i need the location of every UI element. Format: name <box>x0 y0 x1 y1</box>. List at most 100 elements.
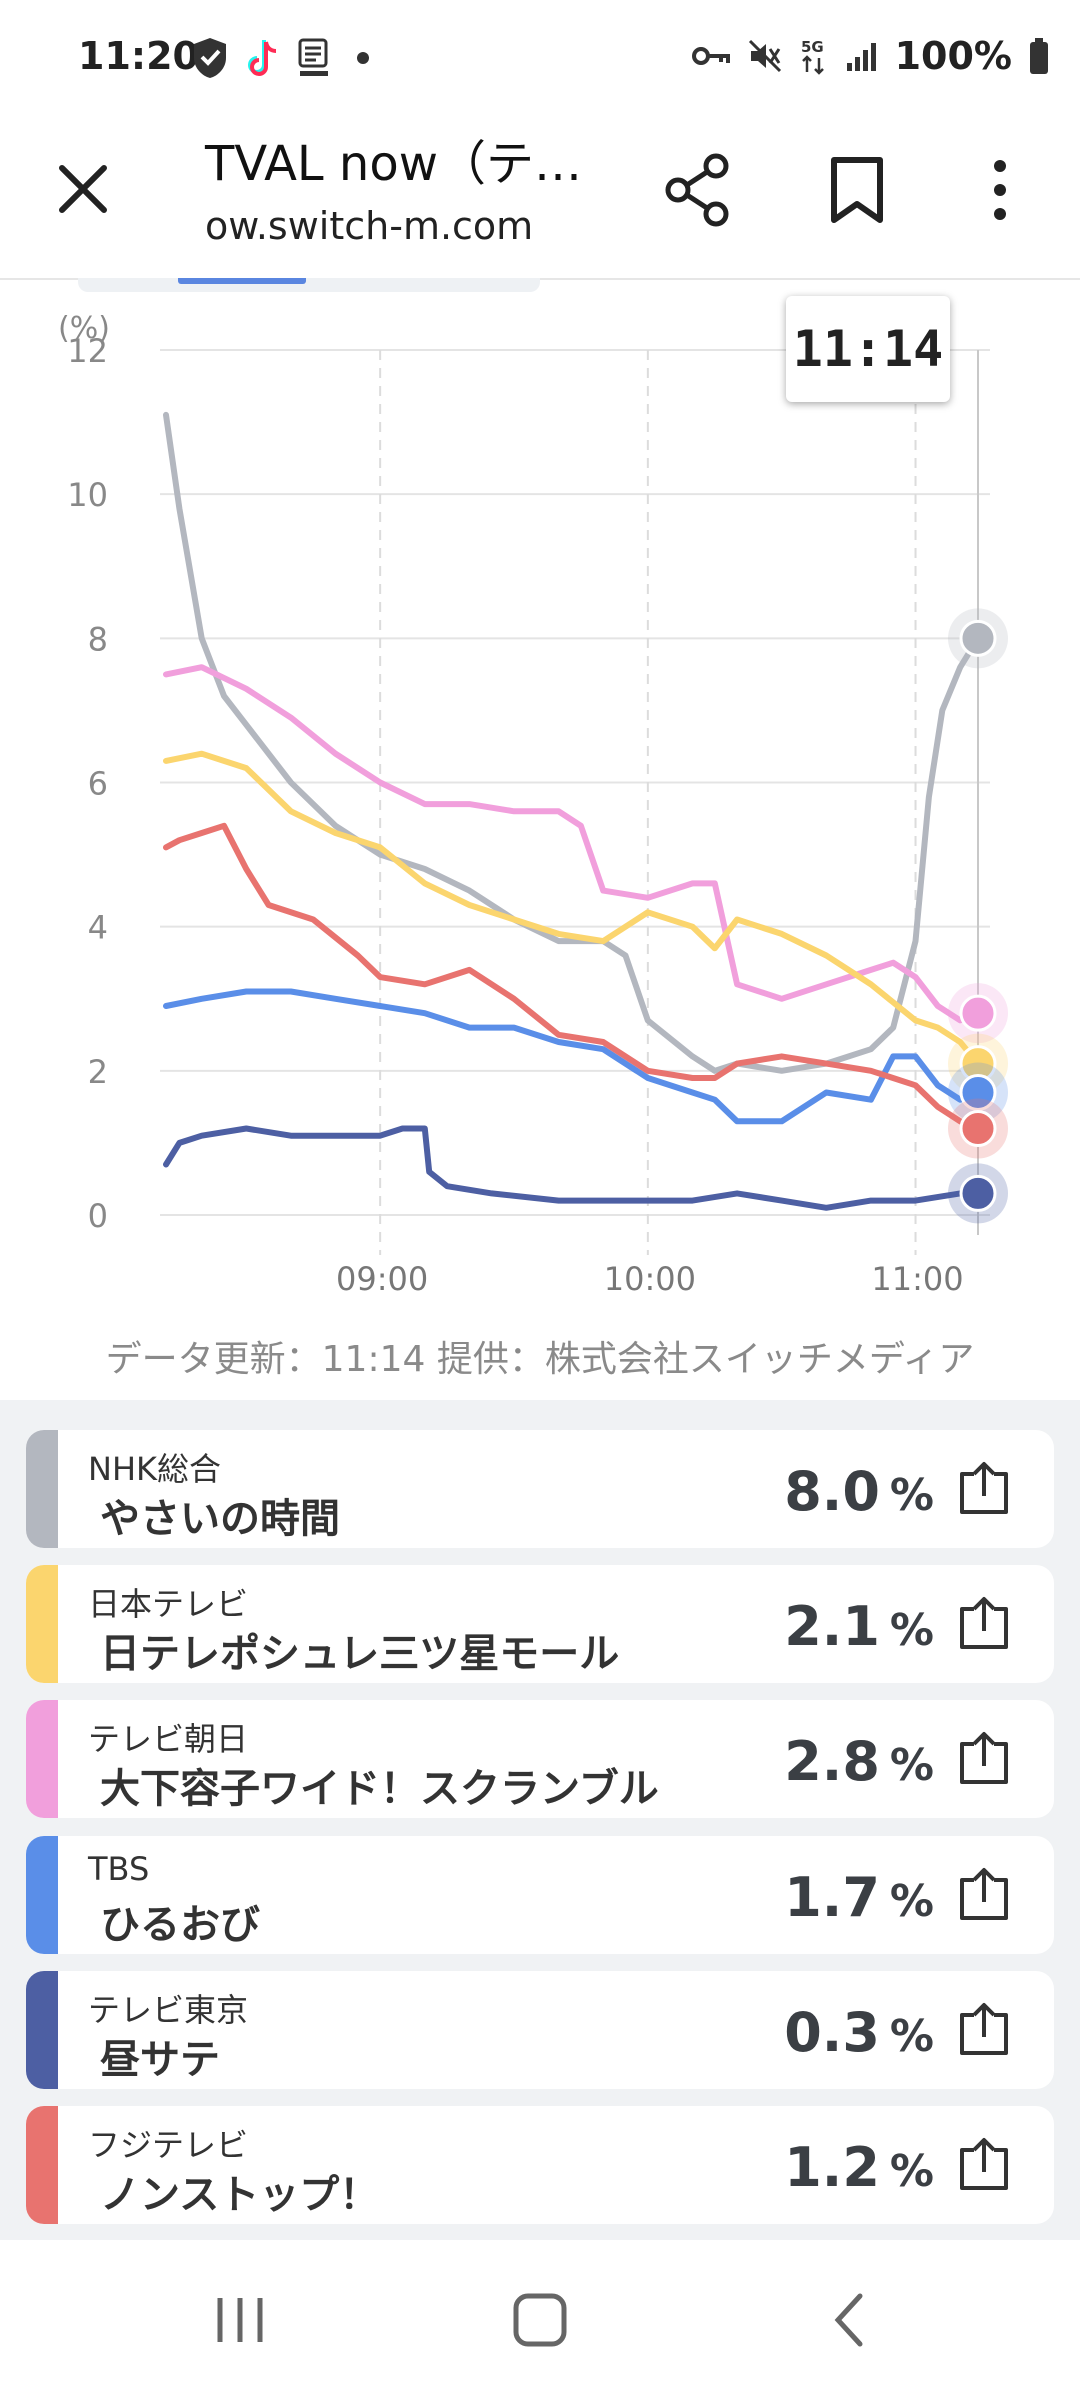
share-upload-icon[interactable] <box>954 2134 1014 2194</box>
rating-value: 1.7% <box>784 1866 934 1929</box>
y-tick-label: 2 <box>88 1053 108 1091</box>
share-upload-icon[interactable] <box>954 1999 1014 2059</box>
x-tick-label: 11:00 <box>871 1260 963 1298</box>
x-tick-label: 10:00 <box>604 1260 696 1298</box>
network-label: 5G <box>801 38 824 56</box>
x-tick-label: 09:00 <box>336 1260 428 1298</box>
ratings-chart-area: 0 2 4 6 8 10 12 (%) 09:00 10:00 11:00 11:14 データ更新：… <box>0 278 1080 1400</box>
page-url[interactable]: ow.switch-m.com <box>205 204 534 248</box>
rating-value: 1.2% <box>784 2136 934 2199</box>
rating-unit: % <box>889 1605 934 1656</box>
back-icon[interactable] <box>810 2290 890 2350</box>
channel-name: 日本テレビ <box>88 1585 249 1623</box>
battery-percent: 100% <box>894 34 1012 78</box>
channel-name: TBS <box>88 1850 150 1888</box>
channel-card[interactable]: TBS ひるおび 1.7% <box>26 1836 1054 1954</box>
system-nav-bar <box>0 2240 1080 2400</box>
tab-chip-remnant <box>78 278 540 292</box>
more-menu-icon[interactable] <box>970 150 1030 230</box>
data-update-note: データ更新：11:14 提供：株式会社スイッチメディア <box>105 1339 975 1380</box>
rating-value: 0.3% <box>784 2001 934 2064</box>
signal-icon <box>845 39 879 73</box>
channel-name: テレビ朝日 <box>88 1720 249 1758</box>
series-line <box>163 664 981 1024</box>
y-tick-label: 12 <box>67 332 108 370</box>
share-upload-icon[interactable] <box>954 1728 1014 1788</box>
browser-toolbar: TVAL now（テ… ow.switch-m.com <box>0 110 1080 280</box>
dot-icon <box>348 43 378 73</box>
share-upload-icon[interactable] <box>954 1458 1014 1518</box>
series-end-marker <box>959 1073 997 1111</box>
rating-number: 2.1 <box>784 1595 880 1658</box>
battery-icon <box>1028 37 1050 75</box>
program-title: 大下容子ワイド！スクランブル <box>100 1766 659 1812</box>
series-line <box>163 988 981 1125</box>
y-tick-label: 4 <box>88 909 108 947</box>
rating-unit: % <box>889 1740 934 1791</box>
5g-icon: 5G <box>799 36 829 76</box>
channel-card[interactable]: フジテレビノンストップ！ 1.2% <box>26 2106 1054 2224</box>
dmenu-icon <box>294 36 334 80</box>
program-title: 昼サテ <box>100 2037 220 2083</box>
series-end-marker <box>959 619 997 657</box>
close-icon[interactable] <box>48 154 118 224</box>
channel-name: NHK総合 <box>88 1450 221 1488</box>
channel-name: フジテレビ <box>88 2126 249 2164</box>
series-line <box>163 750 981 1067</box>
rating-unit: % <box>889 1876 934 1927</box>
status-left-icons <box>190 36 378 80</box>
home-icon[interactable] <box>500 2290 580 2350</box>
series-line <box>163 822 981 1132</box>
shield-icon <box>190 36 230 80</box>
rating-value: 2.1% <box>784 1595 934 1658</box>
channel-color-stripe <box>26 1971 58 2089</box>
y-tick-label: 6 <box>88 765 108 803</box>
rating-unit: % <box>889 2011 934 2062</box>
time-tooltip: 11:14 <box>786 296 950 402</box>
rating-number: 1.7 <box>784 1866 880 1929</box>
share-upload-icon[interactable] <box>954 1593 1014 1653</box>
recent-apps-icon[interactable] <box>200 2290 280 2350</box>
rating-number: 8.0 <box>784 1460 880 1523</box>
mute-icon <box>747 38 783 74</box>
program-title: やさいの時間 <box>100 1496 340 1542</box>
channel-color-stripe <box>26 1836 58 1954</box>
key-icon <box>691 41 731 71</box>
program-title: 日テレポシュレ三ツ星モール <box>100 1631 620 1677</box>
rating-unit: % <box>889 2146 934 2197</box>
rating-number: 0.3 <box>784 2001 880 2064</box>
channel-list: NHK総合 やさいの時間 8.0% 日本テレビ 日テレポシュレ三ツ星モール 2.1% テレビ… <box>0 1400 1080 2240</box>
status-time: 11:20 <box>78 34 199 78</box>
rating-unit: % <box>889 1470 934 1521</box>
channel-card[interactable]: テレビ東京昼サテ 0.3% <box>26 1971 1054 2089</box>
share-upload-icon[interactable] <box>954 1864 1014 1924</box>
channel-name: テレビ東京 <box>88 1991 249 2029</box>
tiktok-icon <box>244 37 280 79</box>
channel-color-stripe <box>26 1430 58 1548</box>
channel-card[interactable]: 日本テレビ日テレポシュレ三ツ星モール 2.1% <box>26 1565 1054 1683</box>
series-end-marker <box>959 1174 997 1212</box>
status-bar: 11:20 5G 100% <box>0 0 1080 110</box>
status-right-icons: 5G 100% <box>691 34 1050 78</box>
series-line <box>163 1125 981 1211</box>
channel-color-stripe <box>26 1700 58 1818</box>
program-title: ひるおび <box>100 1902 260 1948</box>
bookmark-icon[interactable] <box>820 150 894 230</box>
rating-number: 1.2 <box>784 2136 880 2199</box>
page-title: TVAL now（テ… <box>205 136 582 192</box>
ratings-line-chart[interactable]: 0 2 4 6 8 10 12(%) 09:00 10:00 11:00 <box>0 280 1080 1320</box>
share-icon[interactable] <box>660 150 734 230</box>
channel-color-stripe <box>26 1565 58 1683</box>
channel-color-stripe <box>26 2106 58 2224</box>
rating-value: 2.8% <box>784 1730 934 1793</box>
y-tick-label: 10 <box>67 476 108 514</box>
y-tick-label: 8 <box>88 620 108 658</box>
y-tick-label: 0 <box>88 1197 108 1235</box>
program-title: ノンストップ！ <box>100 2172 380 2218</box>
channel-card[interactable]: NHK総合やさいの時間 8.0% <box>26 1430 1054 1548</box>
rating-value: 8.0% <box>784 1460 934 1523</box>
series-end-marker <box>959 1110 997 1147</box>
series-end-marker <box>959 994 997 1032</box>
y-axis-unit: (%) <box>58 311 110 346</box>
channel-card[interactable]: テレビ朝日大下容子ワイド！スクランブル 2.8% <box>26 1700 1054 1818</box>
